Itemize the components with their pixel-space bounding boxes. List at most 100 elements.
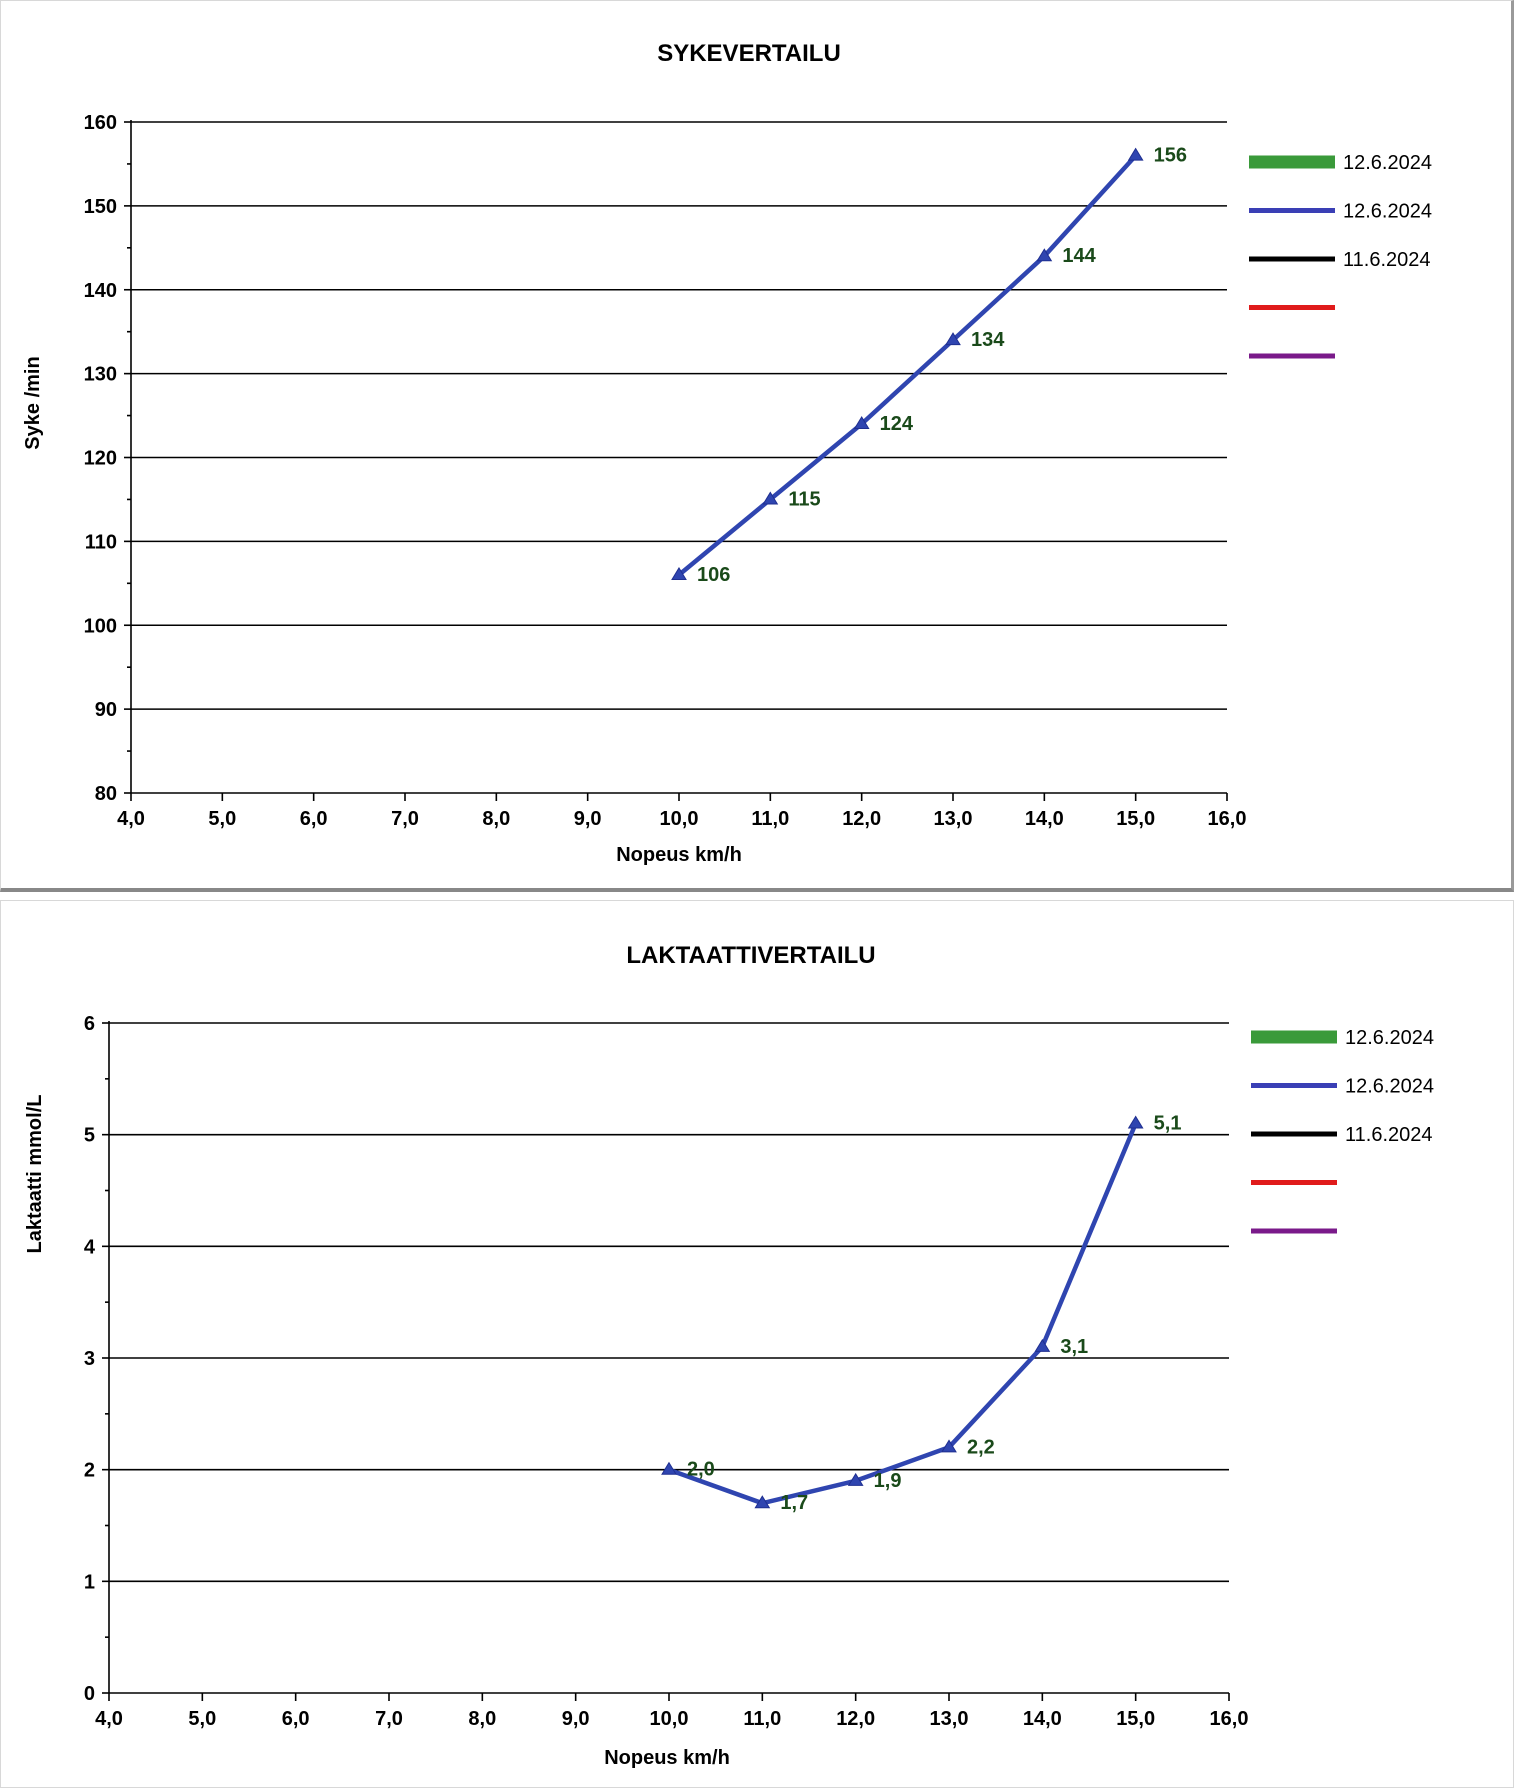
y-tick-label: 5 <box>84 1125 95 1147</box>
x-tick-label: 12,0 <box>836 1708 875 1730</box>
legend-swatch <box>1251 1030 1337 1044</box>
legend-label: 12.6.2024 <box>1345 1076 1434 1098</box>
legend-swatch <box>1249 208 1335 213</box>
series-line <box>677 154 1138 577</box>
data-label: 1,9 <box>874 1470 902 1492</box>
data-point-marker <box>1034 1338 1051 1352</box>
heart-rate-chart-panel: SYKEVERTAILU Nopeus km/h Syke /min 4,0 5,… <box>0 0 1514 892</box>
chart-title: LAKTAATTIVERTAILU <box>626 942 875 969</box>
x-tick-label: 6,0 <box>300 808 328 830</box>
y-tick-label: 4 <box>84 1236 96 1258</box>
y-axis-label: Laktaatti mmol/L <box>24 1095 46 1254</box>
x-tick-label: 13,0 <box>934 808 973 830</box>
data-label: 1,7 <box>780 1492 808 1514</box>
y-tick-label: 130 <box>84 364 117 386</box>
legend-label: 12.6.2024 <box>1343 152 1432 174</box>
data-label: 2,2 <box>967 1436 995 1458</box>
y-tick-label: 2 <box>84 1460 95 1482</box>
legend-swatch <box>1251 1083 1337 1088</box>
data-point-marker <box>671 566 687 580</box>
x-tick-label: 16,0 <box>1210 1708 1249 1730</box>
lactate-chart: LAKTAATTIVERTAILU Nopeus km/h Laktaatti … <box>24 942 1434 1769</box>
data-label: 106 <box>697 564 730 586</box>
x-tick-label: 6,0 <box>282 1708 310 1730</box>
legend-swatch <box>1249 256 1335 262</box>
chart-title: SYKEVERTAILU <box>657 40 841 67</box>
data-point-marker <box>1127 1115 1144 1129</box>
data-point-marker <box>853 415 870 429</box>
x-tick-label: 13,0 <box>930 1708 969 1730</box>
legend-swatch <box>1251 1131 1337 1137</box>
x-tick-label: 14,0 <box>1023 1708 1062 1730</box>
y-tick-label: 1 <box>84 1571 95 1593</box>
x-tick-label: 14,0 <box>1025 808 1064 830</box>
data-point-marker <box>762 491 779 505</box>
x-tick-label: 9,0 <box>574 808 602 830</box>
data-label: 2,0 <box>687 1459 715 1481</box>
data-point-marker <box>754 1495 771 1509</box>
legend: 12.6.2024 12.6.2024 11.6.2024 <box>1249 152 1432 359</box>
data-label: 3,1 <box>1060 1336 1088 1358</box>
x-tick-label: 4,0 <box>95 1708 123 1730</box>
lactate-chart-panel: LAKTAATTIVERTAILU Nopeus km/h Laktaatti … <box>0 900 1514 1788</box>
legend-swatch <box>1249 305 1335 310</box>
data-point-marker <box>1127 147 1144 161</box>
y-tick-label: 6 <box>84 1013 95 1035</box>
x-tick-label: 11,0 <box>743 1708 781 1730</box>
x-tick-label: 7,0 <box>375 1708 403 1730</box>
x-tick-labels: 4,0 5,0 6,0 7,0 8,0 9,0 10,0 11,0 12,0 13,0 14,0 15… <box>95 1708 1248 1730</box>
x-tick-label: 15,0 <box>1116 1708 1155 1730</box>
heart-rate-chart: SYKEVERTAILU Nopeus km/h Syke /min 4,0 5,… <box>22 40 1432 866</box>
y-tick-label: 120 <box>84 448 117 470</box>
data-label: 144 <box>1062 245 1096 267</box>
data-label: 115 <box>788 488 820 510</box>
axes <box>102 1021 1230 1701</box>
y-tick-labels: 80 90 100 110 120 130 140 150 160 <box>84 112 117 805</box>
x-tick-label: 9,0 <box>562 1708 590 1730</box>
legend-label: 12.6.2024 <box>1343 201 1432 223</box>
gridlines <box>109 1022 1229 1583</box>
data-label: 124 <box>880 413 914 435</box>
legend-label: 11.6.2024 <box>1345 1124 1433 1146</box>
legend-swatch <box>1251 1180 1337 1185</box>
y-tick-label: 160 <box>84 112 117 134</box>
y-tick-label: 100 <box>84 615 117 637</box>
x-tick-label: 12,0 <box>842 808 881 830</box>
y-tick-label: 90 <box>95 699 117 721</box>
x-tick-label: 15,0 <box>1116 808 1155 830</box>
y-tick-labels: 0 1 2 3 4 5 6 <box>84 1013 96 1705</box>
x-tick-label: 16,0 <box>1208 808 1247 830</box>
legend: 12.6.2024 12.6.2024 11.6.2024 <box>1251 1027 1434 1234</box>
x-tick-label: 5,0 <box>188 1708 216 1730</box>
x-tick-label: 10,0 <box>650 1708 689 1730</box>
gridlines <box>131 121 1227 710</box>
y-tick-label: 80 <box>95 783 117 805</box>
y-tick-label: 110 <box>85 531 117 553</box>
series-group: 2,0 1,7 1,9 2,2 3,1 5,1 <box>661 1113 1182 1514</box>
series-line <box>668 1122 1138 1506</box>
data-point-marker <box>945 332 961 346</box>
legend-label: 11.6.2024 <box>1343 249 1431 271</box>
legend-swatch <box>1251 1228 1337 1234</box>
x-tick-label: 4,0 <box>117 808 145 830</box>
y-tick-label: 3 <box>84 1348 95 1370</box>
series-group: 106 115 124 134 144 156 <box>671 145 1187 586</box>
y-tick-label: 150 <box>84 196 117 218</box>
axes <box>124 120 1228 801</box>
data-point-marker <box>1036 248 1053 262</box>
y-axis-label: Syke /min <box>22 356 44 449</box>
x-tick-labels: 4,0 5,0 6,0 7,0 8,0 9,0 10,0 11,0 12,0 13,0 14,0 15… <box>117 808 1246 830</box>
data-point-marker <box>661 1461 677 1475</box>
y-tick-label: 140 <box>84 280 117 302</box>
legend-swatch <box>1249 353 1335 359</box>
x-tick-label: 8,0 <box>468 1708 496 1730</box>
data-label: 134 <box>971 329 1005 351</box>
data-label: 5,1 <box>1154 1113 1182 1135</box>
x-tick-label: 5,0 <box>208 808 236 830</box>
x-tick-label: 7,0 <box>391 808 419 830</box>
x-axis-label: Nopeus km/h <box>604 1747 730 1769</box>
legend-label: 12.6.2024 <box>1345 1027 1434 1049</box>
x-tick-label: 10,0 <box>660 808 699 830</box>
x-tick-label: 8,0 <box>482 808 510 830</box>
x-axis-label: Nopeus km/h <box>616 844 742 866</box>
